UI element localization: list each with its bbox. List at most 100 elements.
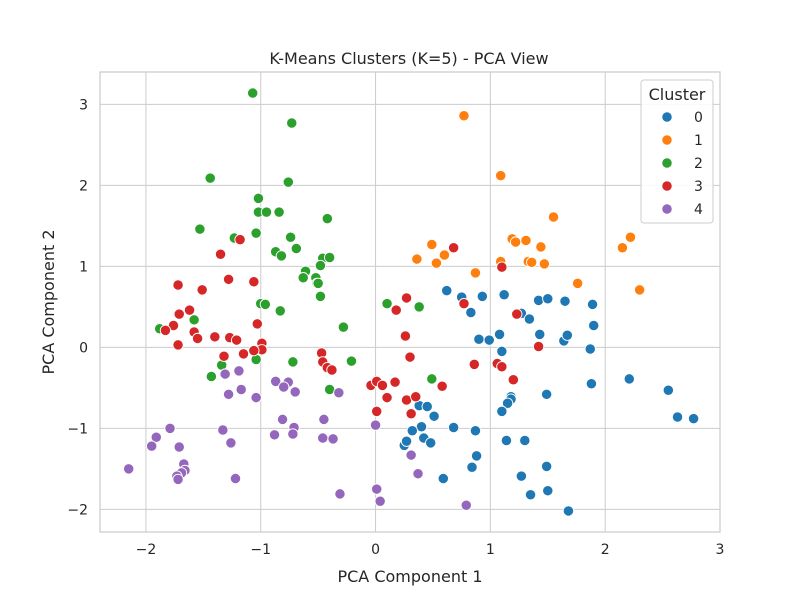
y-tick-label: 0 [79,340,88,356]
point-cluster-2 [282,176,294,188]
point-cluster-4 [405,449,417,461]
point-cluster-0 [493,328,506,341]
legend-box [640,79,714,224]
point-cluster-2 [426,373,438,385]
point-cluster-2 [287,356,299,368]
point-cluster-0 [466,461,478,473]
point-cluster-0 [519,434,531,447]
legend-marker-2 [661,157,673,169]
point-cluster-3 [172,339,184,351]
point-cluster-2 [194,223,206,235]
legend-title: Cluster [649,85,706,104]
point-cluster-1 [624,231,637,243]
x-tick-label: 1 [486,542,495,558]
point-cluster-0 [687,412,700,425]
point-cluster-4 [374,495,386,507]
point-cluster-4 [371,483,383,495]
legend: Cluster 0 1 2 3 4 [640,79,714,224]
point-cluster-3 [507,374,519,386]
point-cluster-4 [369,419,382,431]
point-cluster-1 [469,267,482,279]
point-cluster-1 [430,257,443,269]
point-cluster-2 [290,242,302,255]
point-cluster-0 [465,306,477,319]
point-cluster-3 [458,297,470,310]
point-cluster-1 [495,170,507,182]
point-cluster-4 [327,433,339,445]
point-cluster-3 [410,391,422,403]
point-cluster-1 [633,284,646,296]
point-cluster-2 [205,370,218,383]
point-cluster-0 [428,410,440,422]
point-cluster-0 [500,434,513,447]
legend-marker-0 [661,111,673,123]
point-cluster-2 [413,301,425,313]
point-cluster-2 [250,227,262,239]
point-cluster-3 [405,408,417,420]
point-cluster-2 [297,272,309,284]
point-cluster-2 [284,231,297,243]
legend-label-1: 1 [694,133,703,149]
point-cluster-4 [229,472,242,485]
point-cluster-4 [150,431,162,443]
point-cluster-4 [334,488,346,500]
point-cluster-3 [390,304,402,316]
point-cluster-0 [588,319,600,332]
point-cluster-3 [532,340,545,353]
point-cluster-4 [172,473,184,486]
x-tick-labels: −2 −1 0 1 2 3 [136,542,725,558]
point-cluster-3 [251,318,263,330]
legend-items: 0 1 2 3 4 [661,110,703,218]
point-cluster-4 [173,441,185,453]
point-cluster-3 [218,350,230,362]
legend-marker-3 [661,180,673,192]
point-cluster-0 [586,298,599,311]
point-cluster-3 [326,364,338,376]
point-cluster-0 [540,388,553,400]
point-cluster-0 [562,505,575,517]
legend-label-0: 0 [694,110,703,126]
y-tick-label: 3 [79,97,88,113]
point-cluster-4 [412,468,424,480]
x-tick-label: 0 [371,542,380,558]
point-cluster-0 [501,397,514,409]
point-cluster-0 [585,378,598,390]
point-cluster-0 [559,295,571,307]
point-cluster-4 [222,388,235,400]
point-cluster-0 [496,345,508,358]
point-cluster-2 [345,355,358,367]
y-tick-label: 1 [79,259,88,275]
point-cluster-0 [662,384,674,396]
point-cluster-3 [230,334,243,346]
point-cluster-2 [273,206,285,218]
point-cluster-4 [123,463,135,475]
point-cluster-1 [571,277,584,290]
point-cluster-3 [496,261,508,273]
point-cluster-0 [540,460,553,473]
point-cluster-0 [441,285,453,297]
point-cluster-0 [421,400,433,413]
point-cluster-3 [371,405,383,417]
grid-lines [100,72,721,532]
point-cluster-3 [496,361,508,373]
point-cluster-3 [159,324,172,336]
point-cluster-3 [172,279,184,291]
point-cluster-3 [214,248,227,260]
point-cluster-3 [400,292,413,304]
point-cluster-4 [270,375,282,388]
chart-title: K-Means Clusters (K=5) - PCA View [269,49,548,68]
legend-marker-1 [661,134,673,146]
point-cluster-1 [526,256,538,268]
point-cluster-3 [511,308,523,320]
point-cluster-0 [400,435,413,447]
point-cluster-3 [234,233,246,246]
point-cluster-3 [183,304,196,316]
point-cluster-0 [671,411,684,423]
point-cluster-1 [458,110,470,122]
point-cluster-0 [561,329,573,341]
point-cluster-1 [411,253,423,265]
point-cluster-3 [173,308,185,320]
point-cluster-4 [287,428,299,440]
point-cluster-2 [312,277,324,290]
